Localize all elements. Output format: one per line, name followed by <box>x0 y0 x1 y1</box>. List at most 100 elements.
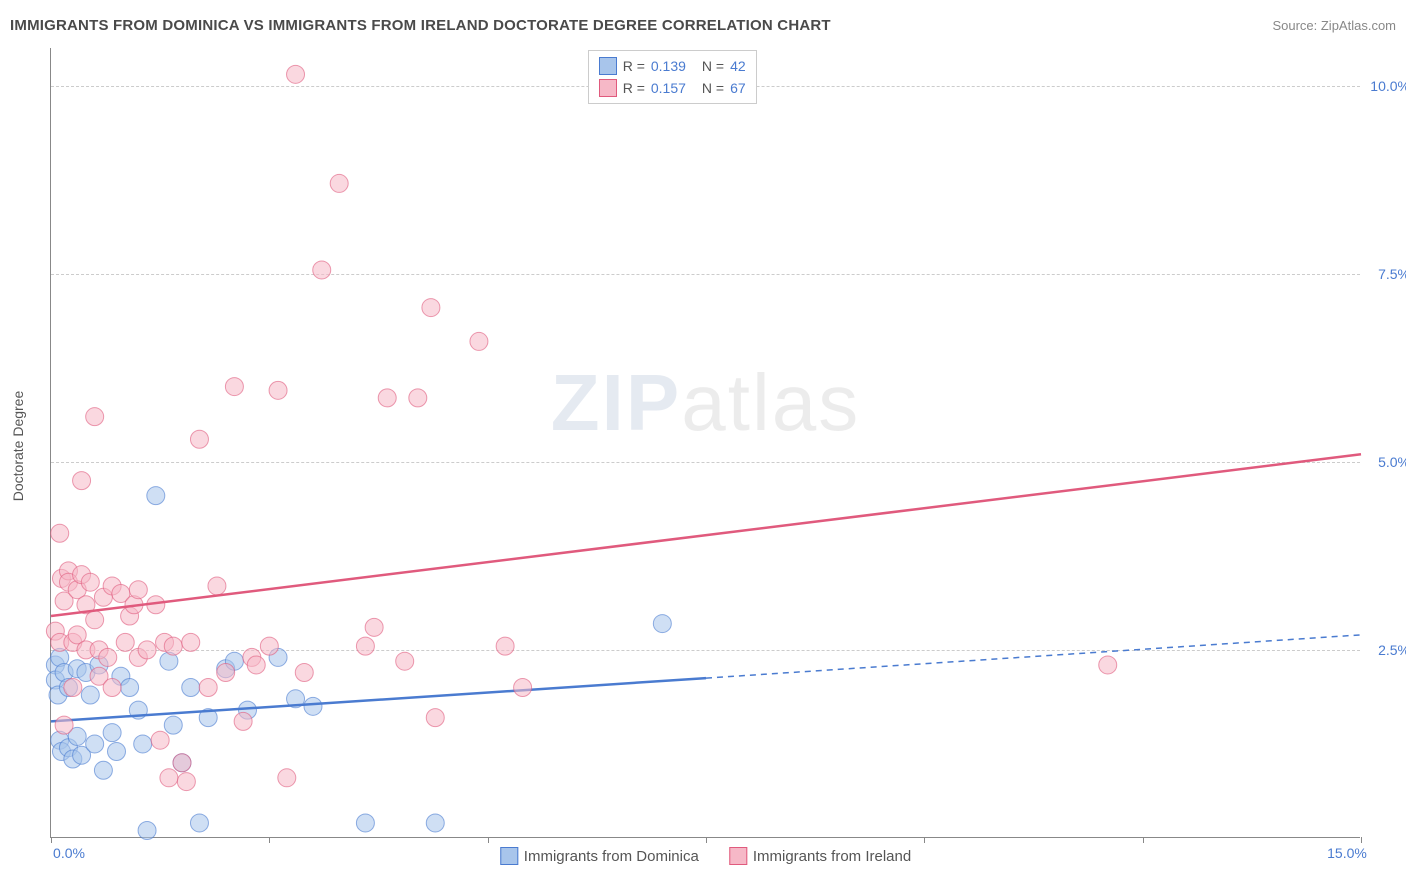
data-point <box>116 633 134 651</box>
x-tick <box>1361 837 1362 843</box>
data-point <box>190 814 208 832</box>
x-tick <box>51 837 52 843</box>
data-point <box>217 663 235 681</box>
data-point <box>55 716 73 734</box>
data-point <box>94 761 112 779</box>
legend-n-label: N = <box>702 58 724 74</box>
data-point <box>81 686 99 704</box>
data-point <box>103 724 121 742</box>
data-point <box>164 637 182 655</box>
trend-line <box>51 678 706 721</box>
data-point <box>73 472 91 490</box>
data-point <box>208 577 226 595</box>
data-point <box>426 709 444 727</box>
y-tick-label: 2.5% <box>1365 642 1406 658</box>
data-point <box>496 637 514 655</box>
x-tick <box>488 837 489 843</box>
legend-n-value: 42 <box>730 58 746 74</box>
data-point <box>225 378 243 396</box>
series-name: Immigrants from Dominica <box>524 848 699 865</box>
data-point <box>151 731 169 749</box>
correlation-legend: R = 0.139 N = 42 R = 0.157 N = 67 <box>588 50 757 104</box>
data-point <box>182 633 200 651</box>
data-point <box>86 611 104 629</box>
data-point <box>134 735 152 753</box>
data-point <box>1099 656 1117 674</box>
trend-line-dashed <box>706 635 1361 678</box>
data-point <box>138 641 156 659</box>
legend-item: Immigrants from Ireland <box>729 847 911 865</box>
data-point <box>147 487 165 505</box>
data-point <box>313 261 331 279</box>
legend-r-value: 0.139 <box>651 58 686 74</box>
data-point <box>247 656 265 674</box>
data-point <box>129 581 147 599</box>
series-name: Immigrants from Ireland <box>753 848 911 865</box>
data-point <box>234 712 252 730</box>
data-point <box>160 769 178 787</box>
x-tick <box>924 837 925 843</box>
legend-r-value: 0.157 <box>651 80 686 96</box>
data-point <box>86 408 104 426</box>
scatter-svg <box>51 48 1360 837</box>
x-tick-label: 0.0% <box>53 845 85 861</box>
data-point <box>295 663 313 681</box>
y-tick-label: 5.0% <box>1365 454 1406 470</box>
legend-row: R = 0.139 N = 42 <box>599 55 746 77</box>
data-point <box>121 679 139 697</box>
data-point <box>365 618 383 636</box>
plot-area: 2.5%5.0%7.5%10.0% 0.0%15.0% ZIPatlas R =… <box>50 48 1360 838</box>
data-point <box>138 821 156 839</box>
legend-swatch <box>729 847 747 865</box>
data-point <box>356 637 374 655</box>
data-point <box>260 637 278 655</box>
legend-swatch <box>500 847 518 865</box>
x-tick <box>1143 837 1144 843</box>
data-point <box>409 389 427 407</box>
legend-r-label: R = <box>623 80 645 96</box>
data-point <box>108 742 126 760</box>
y-tick-label: 7.5% <box>1365 266 1406 282</box>
data-point <box>103 679 121 697</box>
data-point <box>99 648 117 666</box>
data-point <box>653 615 671 633</box>
data-point <box>177 773 195 791</box>
legend-swatch <box>599 79 617 97</box>
data-point <box>182 679 200 697</box>
data-point <box>514 679 532 697</box>
legend-n-value: 67 <box>730 80 746 96</box>
legend-item: Immigrants from Dominica <box>500 847 699 865</box>
data-point <box>199 679 217 697</box>
data-point <box>278 769 296 787</box>
legend-swatch <box>599 57 617 75</box>
source-label: Source: ZipAtlas.com <box>1272 18 1396 33</box>
trend-line <box>51 454 1361 616</box>
y-tick-label: 10.0% <box>1365 78 1406 94</box>
y-axis-label: Doctorate Degree <box>10 391 26 502</box>
x-tick <box>269 837 270 843</box>
data-point <box>269 381 287 399</box>
data-point <box>86 735 104 753</box>
data-point <box>356 814 374 832</box>
data-point <box>470 332 488 350</box>
data-point <box>422 299 440 317</box>
chart-title: IMMIGRANTS FROM DOMINICA VS IMMIGRANTS F… <box>10 17 831 34</box>
data-point <box>81 573 99 591</box>
data-point <box>164 716 182 734</box>
x-tick-label: 15.0% <box>1327 845 1367 861</box>
data-point <box>64 679 82 697</box>
legend-n-label: N = <box>702 80 724 96</box>
legend-row: R = 0.157 N = 67 <box>599 77 746 99</box>
data-point <box>173 754 191 772</box>
data-point <box>396 652 414 670</box>
data-point <box>426 814 444 832</box>
data-point <box>190 430 208 448</box>
series-legend: Immigrants from Dominica Immigrants from … <box>500 847 911 865</box>
data-point <box>287 65 305 83</box>
x-tick <box>706 837 707 843</box>
data-point <box>378 389 396 407</box>
data-point <box>51 524 69 542</box>
data-point <box>304 697 322 715</box>
legend-r-label: R = <box>623 58 645 74</box>
data-point <box>330 174 348 192</box>
